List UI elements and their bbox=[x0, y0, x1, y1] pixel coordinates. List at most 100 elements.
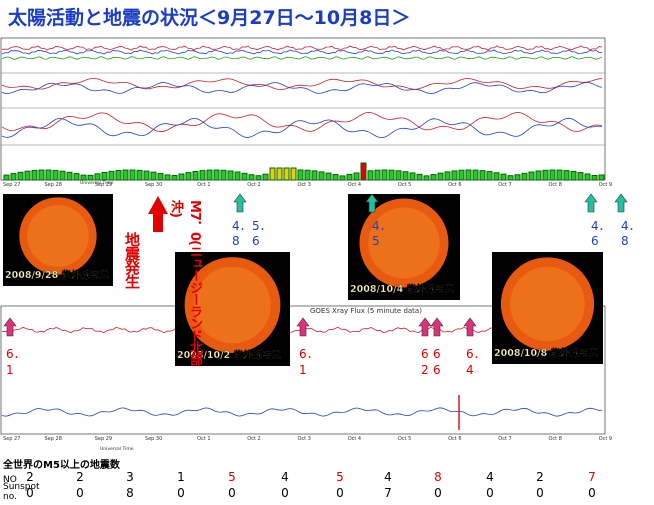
magnitude-label: 4． bbox=[232, 219, 252, 233]
x-tick-label: Oct 2 bbox=[247, 182, 260, 188]
cell: 0 bbox=[588, 486, 596, 500]
kp-bar bbox=[283, 167, 290, 181]
green-arrow bbox=[614, 193, 628, 213]
kp-bar bbox=[325, 172, 332, 181]
sun-core bbox=[27, 205, 89, 267]
kp-bar bbox=[451, 170, 458, 181]
kp-bar bbox=[178, 173, 185, 181]
kp-bar bbox=[241, 172, 248, 181]
kp-bar bbox=[31, 169, 38, 181]
photo-label: 2008/10/4 紫外線写真 bbox=[350, 283, 455, 295]
x-tick-label: Oct 6 bbox=[448, 436, 461, 442]
kp-bar bbox=[150, 171, 157, 181]
magnitude-label: 5． bbox=[252, 219, 272, 233]
magnitude-label: 5 bbox=[372, 234, 380, 248]
cell: 8 bbox=[126, 486, 134, 500]
kp-bar bbox=[486, 171, 493, 181]
kp-bar bbox=[255, 175, 262, 181]
kp-bar bbox=[66, 171, 73, 181]
kp-bar bbox=[248, 174, 255, 181]
pink-arrow bbox=[3, 317, 17, 337]
kp-bar bbox=[276, 167, 283, 181]
kp-bar bbox=[479, 170, 486, 181]
kp-bar bbox=[409, 172, 416, 181]
pink-arrow bbox=[296, 317, 310, 337]
kp-bar bbox=[206, 169, 213, 181]
kp-bar bbox=[38, 169, 45, 181]
kp-bar bbox=[143, 170, 150, 181]
trace bbox=[1, 78, 603, 91]
cell: 2 bbox=[26, 470, 34, 484]
magnitude-label: 4 bbox=[466, 363, 474, 377]
title: 太陽活動と地震の状況＜9月27日～10月8日＞ bbox=[8, 6, 410, 29]
x-tick-label: Sep 27 bbox=[3, 182, 20, 188]
kp-bar bbox=[472, 169, 479, 181]
photo-label: 2008/10/2 紫外線写真 bbox=[177, 349, 282, 361]
cell: 2 bbox=[536, 470, 544, 484]
sun-core bbox=[194, 266, 271, 344]
x-tick-label: Oct 8 bbox=[548, 436, 561, 442]
kp-bar bbox=[346, 173, 353, 181]
kp-bar bbox=[17, 171, 24, 181]
magnitude-label: 6． bbox=[299, 347, 319, 361]
kp-bar bbox=[318, 171, 325, 181]
row-label: NO bbox=[3, 475, 17, 485]
x-axis-title: Universal Time bbox=[80, 180, 114, 186]
photo-label: 2008/9/28 紫外線写真 bbox=[5, 269, 110, 281]
table-caption: 全世界のM5以上の地震数 bbox=[2, 458, 121, 471]
magnitude-label: 6． bbox=[466, 347, 486, 361]
magnitude-label: 4． bbox=[372, 219, 392, 233]
x-tick-label: Sep 27 bbox=[3, 436, 20, 442]
pink-arrow bbox=[430, 317, 444, 337]
kp-bar bbox=[381, 169, 388, 181]
kp-bar bbox=[514, 174, 521, 181]
kp-bar bbox=[437, 172, 444, 181]
cell: 0 bbox=[486, 486, 494, 500]
kp-bar bbox=[332, 174, 339, 181]
x-tick-label: Sep 30 bbox=[145, 436, 162, 442]
kp-bar bbox=[339, 175, 346, 181]
sun-core bbox=[368, 207, 440, 279]
kp-bar bbox=[80, 174, 87, 181]
cell: 4 bbox=[384, 470, 392, 484]
kp-bar bbox=[465, 169, 472, 181]
green-arrow bbox=[365, 193, 379, 213]
kp-bar bbox=[52, 169, 59, 181]
cell: 0 bbox=[336, 486, 344, 500]
kp-bar bbox=[220, 169, 227, 181]
kp-bar bbox=[507, 175, 514, 181]
kp-bar bbox=[164, 174, 171, 181]
kp-bar bbox=[542, 169, 549, 181]
green-arrow bbox=[233, 193, 247, 213]
kp-bar bbox=[423, 175, 430, 181]
x-tick-label: Oct 9 bbox=[599, 182, 612, 188]
kp-bar bbox=[374, 169, 381, 181]
x-tick-label: Sep 28 bbox=[45, 436, 62, 442]
x-tick-label: Sep 29 bbox=[95, 436, 112, 442]
kp-bar bbox=[549, 169, 556, 181]
kp-bar bbox=[591, 174, 598, 181]
pink-arrow bbox=[463, 317, 477, 337]
cell: 1 bbox=[177, 470, 185, 484]
kp-bar bbox=[458, 169, 465, 181]
quake-magnitude: M7．0(ニュージーランド北部沖) bbox=[168, 200, 202, 365]
kp-bar bbox=[556, 169, 563, 181]
x-tick-label: Oct 5 bbox=[398, 436, 411, 442]
kp-bar bbox=[528, 171, 535, 181]
kp-bar bbox=[563, 170, 570, 181]
plot-title: GOES Xray Flux (5 minute data) bbox=[310, 307, 422, 315]
kp-bar bbox=[199, 170, 206, 181]
x-tick-label: Oct 7 bbox=[498, 436, 511, 442]
x-tick-label: Oct 2 bbox=[247, 436, 260, 442]
kp-bar bbox=[444, 171, 451, 181]
kp-bar bbox=[584, 173, 591, 181]
kp-bar bbox=[234, 171, 241, 181]
kp-bar bbox=[227, 170, 234, 181]
kp-bar bbox=[108, 170, 115, 181]
kp-bar bbox=[213, 169, 220, 181]
kp-bar bbox=[45, 169, 52, 181]
kp-bar bbox=[171, 175, 178, 181]
kp-bar bbox=[94, 173, 101, 181]
magnitude-label: 1 bbox=[6, 363, 14, 377]
